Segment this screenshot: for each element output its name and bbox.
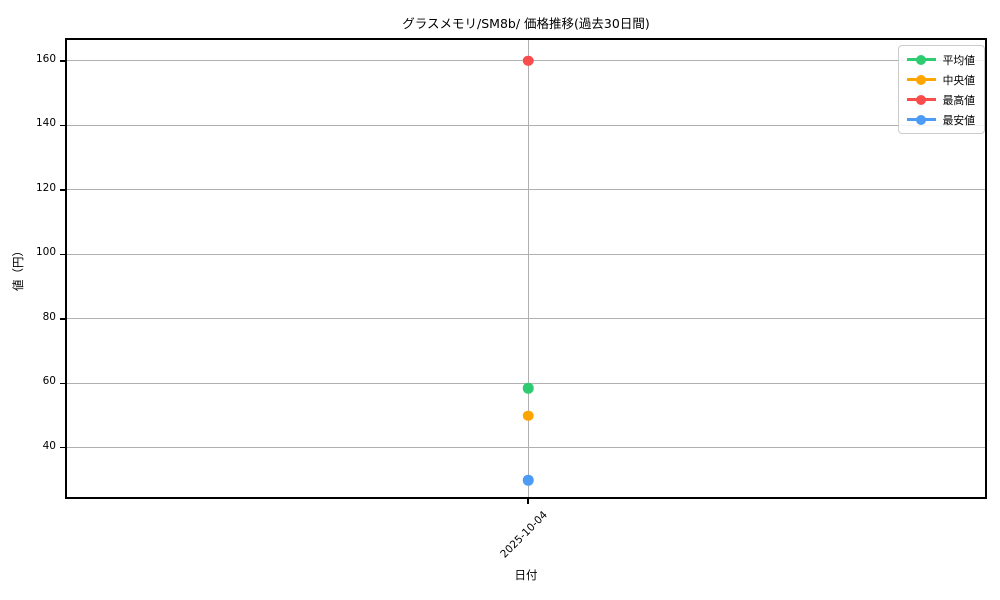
y-tick-label: 160 bbox=[35, 52, 56, 65]
y-tick-mark bbox=[60, 318, 65, 320]
legend-label: 最高値 bbox=[942, 93, 975, 107]
legend-label: 中央値 bbox=[942, 73, 975, 87]
legend-line bbox=[906, 54, 936, 65]
y-tick-mark bbox=[60, 382, 65, 385]
y-gridline bbox=[67, 189, 985, 191]
legend: 平均値中央値最高値最安値 bbox=[897, 45, 985, 134]
legend-marker-dot bbox=[916, 114, 927, 125]
x-tick-mark bbox=[527, 499, 529, 504]
legend-item: 最高値 bbox=[906, 91, 975, 108]
y-tick-label: 100 bbox=[35, 246, 56, 259]
data-point-series-2 bbox=[522, 55, 534, 67]
y-tick-label: 60 bbox=[42, 375, 56, 388]
y-tick-label: 40 bbox=[42, 439, 56, 452]
chart-title: グラスメモリ/SM8b/ 価格推移(過去30日間) bbox=[402, 16, 650, 31]
y-tick-label: 120 bbox=[35, 181, 56, 194]
y-tick-mark bbox=[60, 253, 65, 256]
legend-item: 平均値 bbox=[906, 51, 975, 68]
y-tick-mark bbox=[60, 189, 65, 191]
legend-line bbox=[906, 114, 936, 125]
data-point-series-1 bbox=[522, 410, 534, 421]
plot-area bbox=[60, 38, 987, 504]
legend-label: 最安値 bbox=[942, 113, 975, 127]
legend-marker-dot bbox=[916, 74, 927, 85]
x-axis-label: 日付 bbox=[514, 568, 538, 582]
legend-marker-dot bbox=[916, 54, 927, 65]
y-tick-label: 80 bbox=[42, 310, 56, 323]
y-gridline bbox=[67, 124, 985, 126]
x-tick-label: 2025-10-04 bbox=[498, 508, 550, 561]
legend-label: 平均値 bbox=[942, 53, 975, 67]
data-point-series-3 bbox=[522, 474, 534, 486]
legend-marker-dot bbox=[916, 94, 927, 105]
y-tick-label: 140 bbox=[35, 117, 56, 130]
y-gridline bbox=[67, 318, 985, 320]
y-tick-mark bbox=[60, 60, 65, 62]
y-gridline bbox=[67, 253, 985, 255]
y-gridline bbox=[67, 447, 985, 449]
x-gridline bbox=[527, 40, 529, 497]
y-tick-mark bbox=[60, 124, 65, 127]
legend-item: 中央値 bbox=[906, 71, 975, 88]
data-point-series-0 bbox=[522, 382, 534, 394]
y-tick-mark bbox=[60, 447, 65, 449]
legend-line bbox=[906, 94, 936, 105]
legend-item: 最安値 bbox=[906, 111, 975, 128]
legend-line bbox=[906, 74, 936, 85]
